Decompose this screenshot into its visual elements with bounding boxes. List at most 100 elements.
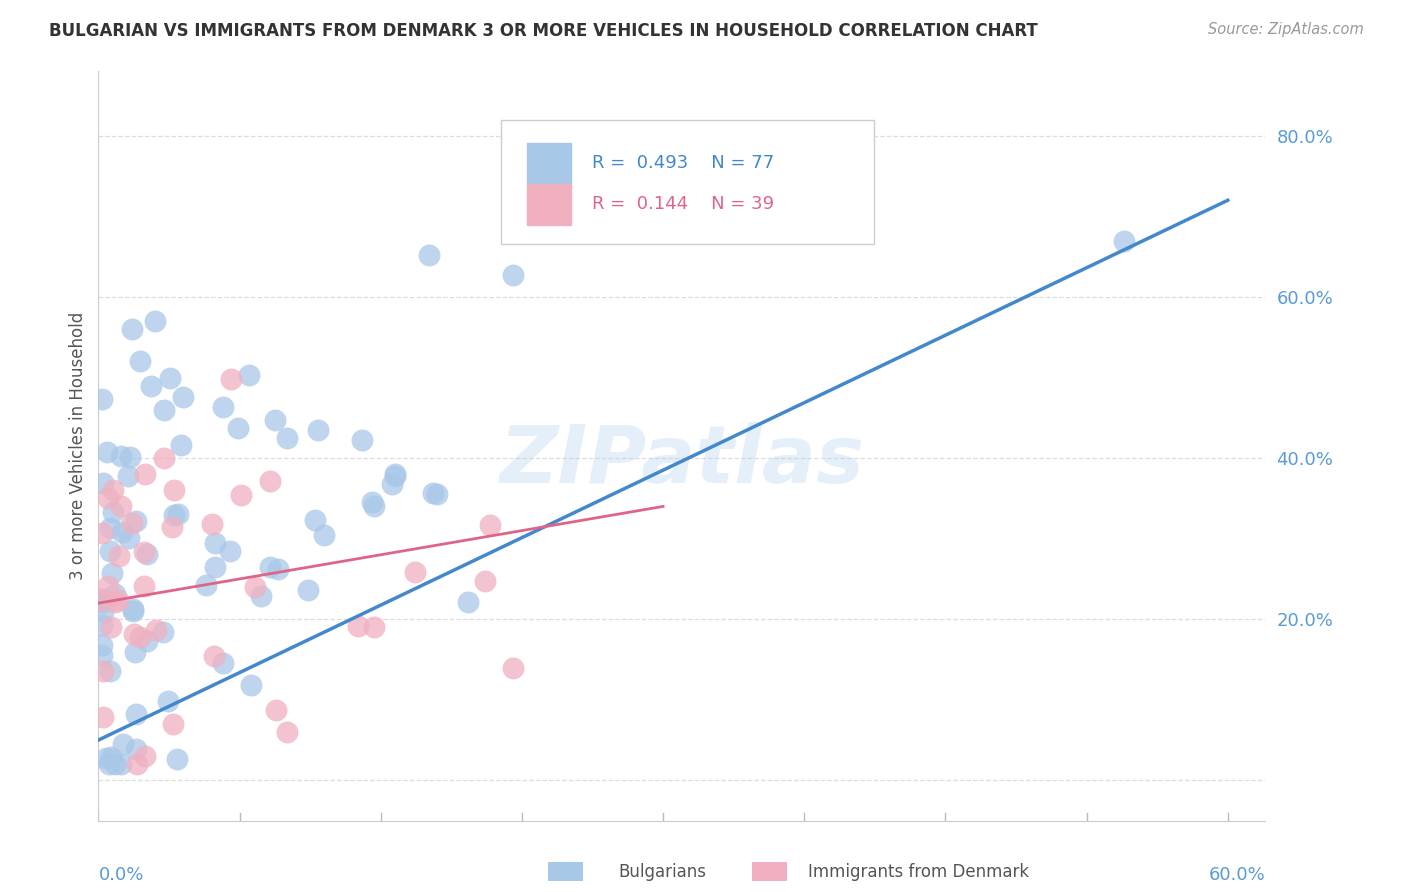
Point [238, 368, 260, 382]
Point [91, 605, 114, 619]
Point [98, 520, 121, 534]
Text: ZIPatlas: ZIPatlas [499, 422, 865, 500]
Point [276, 431, 298, 445]
Point [100, 620, 122, 634]
Point [264, 412, 287, 426]
Point [125, 757, 148, 772]
Point [110, 500, 132, 514]
Point [101, 505, 124, 519]
Point [159, 370, 181, 384]
Point [98, 544, 121, 558]
Point [117, 468, 139, 483]
Bar [527, 143, 571, 184]
Point [104, 595, 127, 609]
Point [94, 751, 117, 765]
Point [204, 560, 226, 574]
Point [267, 562, 290, 576]
Point [363, 499, 385, 513]
Point [347, 619, 370, 633]
Text: BULGARIAN VS IMMIGRANTS FROM DENMARK 3 OR MORE VEHICLES IN HOUSEHOLD CORRELATION: BULGARIAN VS IMMIGRANTS FROM DENMARK 3 O… [49, 22, 1038, 40]
Point [98, 664, 121, 678]
Point [91, 638, 114, 652]
Point [153, 402, 176, 417]
Point [101, 566, 124, 581]
Point [422, 485, 444, 500]
Point [361, 495, 384, 509]
Point [166, 752, 188, 766]
Point [259, 474, 281, 488]
Point [134, 749, 156, 764]
FancyBboxPatch shape [501, 120, 875, 244]
Point [363, 620, 385, 634]
Point [1114, 234, 1136, 248]
Point [276, 725, 298, 739]
Point [110, 449, 132, 463]
Point [103, 483, 125, 498]
Point [243, 580, 266, 594]
Point [120, 450, 142, 464]
Point [143, 314, 166, 328]
Point [211, 400, 233, 414]
Point [219, 372, 242, 386]
Point [121, 516, 143, 530]
Point [384, 467, 406, 481]
Point [212, 656, 235, 670]
Point [229, 488, 252, 502]
Point [381, 477, 404, 491]
Point [384, 469, 406, 483]
Y-axis label: 3 or more Vehicles in Household: 3 or more Vehicles in Household [69, 312, 87, 580]
Point [108, 549, 131, 563]
Point [195, 578, 218, 592]
Point [91, 595, 114, 609]
Point [219, 544, 242, 558]
Bar [527, 184, 571, 225]
Point [122, 604, 145, 618]
Point [259, 560, 281, 574]
Point [350, 434, 373, 448]
Point [239, 677, 262, 691]
Point [91, 525, 114, 540]
Point [204, 536, 226, 550]
Point [163, 508, 186, 522]
Point [172, 390, 194, 404]
Point [474, 574, 496, 589]
Point [297, 583, 319, 598]
Text: 60.0%: 60.0% [1209, 865, 1265, 884]
Point [104, 587, 127, 601]
Point [128, 354, 150, 368]
Point [91, 476, 114, 491]
Point [91, 710, 114, 724]
Point [502, 268, 524, 282]
Point [202, 649, 225, 664]
Text: R =  0.493    N = 77: R = 0.493 N = 77 [592, 154, 775, 172]
Point [426, 486, 449, 500]
Point [97, 579, 120, 593]
Point [91, 392, 114, 406]
Point [135, 634, 157, 648]
Point [457, 595, 479, 609]
Point [170, 437, 193, 451]
Point [139, 378, 162, 392]
Point [136, 547, 159, 561]
Text: Immigrants from Denmark: Immigrants from Denmark [808, 863, 1029, 881]
Point [91, 664, 114, 678]
Point [167, 507, 190, 521]
Point [418, 248, 440, 262]
Point [153, 451, 176, 466]
Point [111, 524, 134, 539]
Point [201, 517, 224, 532]
Point [91, 591, 114, 606]
Point [124, 627, 146, 641]
Point [145, 623, 167, 637]
Point [314, 527, 336, 541]
Point [100, 750, 122, 764]
Point [162, 717, 184, 731]
Point [104, 757, 127, 772]
Point [125, 741, 148, 756]
Point [478, 518, 501, 533]
Point [304, 513, 326, 527]
Point [264, 703, 287, 717]
Point [307, 423, 329, 437]
Text: R =  0.144    N = 39: R = 0.144 N = 39 [592, 195, 775, 213]
Point [502, 660, 524, 674]
